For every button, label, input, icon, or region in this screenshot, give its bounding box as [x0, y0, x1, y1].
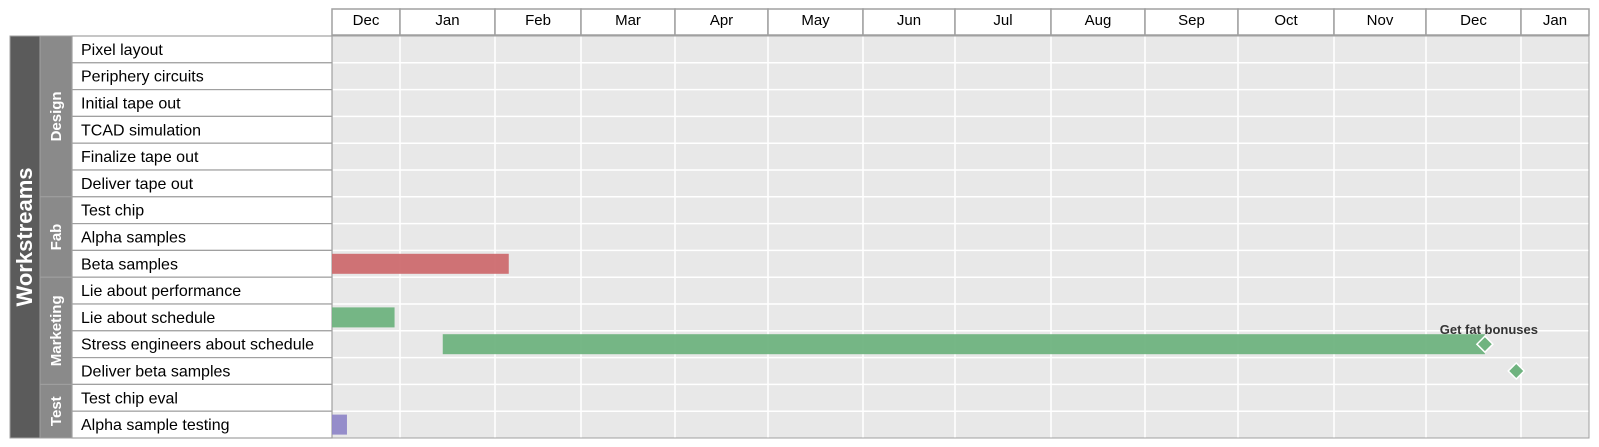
month-header-cell	[1425, 8, 1522, 36]
bar-stress-engineers-about-schedule	[442, 334, 1485, 355]
month-header-cell	[494, 8, 582, 36]
task-label-column: Workstreams Design Pixel layout Periphery c…	[9, 35, 333, 439]
month-label: Oct	[1274, 12, 1298, 29]
month-label: May	[801, 12, 830, 29]
bar-beta-samples	[332, 253, 509, 274]
milestone-deliver-beta-samples	[1507, 361, 1526, 381]
task-label-periphery-circuits: Periphery circuits	[81, 69, 204, 86]
bar-lie-about-schedule	[332, 307, 395, 328]
plot-area	[331, 35, 1590, 439]
task-label-cell	[71, 35, 333, 64]
plot-background	[332, 36, 1589, 438]
task-label-beta-samples: Beta samples	[81, 256, 178, 273]
month-label: Dec	[1460, 12, 1487, 29]
task-label-stress-engineers-about-schedule: Stress engineers about schedule	[81, 337, 314, 354]
group-band-test	[39, 383, 73, 439]
y-axis-label: Workstreams	[12, 168, 37, 307]
group-label-fab: Fab	[48, 224, 65, 251]
month-header-cell	[331, 8, 401, 36]
milestone-label: Get fat bonuses	[1440, 322, 1538, 337]
month-label: Dec	[353, 12, 380, 29]
group-band-fab	[39, 196, 73, 278]
month-header-cell	[862, 8, 956, 36]
group-label-design: Design	[48, 91, 65, 141]
month-header: Dec Jan Feb Mar Apr May Jun Jul Aug Sep Oct Nov Dec J…	[331, 8, 1590, 36]
task-label-cell	[71, 410, 333, 439]
task-label-test-chip-eval: Test chip eval	[81, 390, 178, 407]
task-label-cell	[71, 62, 333, 91]
task-label-lie-about-schedule: Lie about schedule	[81, 310, 215, 327]
group-band-design	[39, 35, 73, 198]
month-header-cell	[399, 8, 496, 36]
task-label-alpha-sample-testing: Alpha sample testing	[81, 417, 230, 434]
month-header-cell	[1144, 8, 1239, 36]
group-label-test: Test	[48, 396, 65, 426]
gantt-bars: Get fat bonuses	[332, 253, 1538, 435]
task-label-cell	[71, 115, 333, 144]
month-label: Nov	[1367, 12, 1394, 29]
month-header-cell	[1050, 8, 1146, 36]
task-label-cell	[71, 383, 333, 412]
task-label-cell	[71, 223, 333, 252]
month-label: Jun	[897, 12, 921, 29]
task-label-tcad-simulation: TCAD simulation	[81, 122, 201, 139]
month-label: Sep	[1178, 12, 1205, 29]
workstreams-band	[9, 35, 41, 439]
month-header-cell	[1237, 8, 1335, 36]
month-label: Jul	[993, 12, 1012, 29]
task-label-test-chip: Test chip	[81, 203, 144, 220]
month-header-cell	[954, 8, 1052, 36]
month-label: Jan	[1543, 12, 1567, 29]
month-header-cell	[1520, 8, 1590, 36]
task-label-deliver-tape-out: Deliver tape out	[81, 176, 194, 193]
task-label-alpha-samples: Alpha samples	[81, 230, 186, 247]
group-label-marketing: Marketing	[48, 295, 65, 366]
bar-alpha-sample-testing	[332, 414, 347, 435]
task-label-cell	[71, 357, 333, 386]
month-label: Mar	[615, 12, 641, 29]
month-label: Apr	[710, 12, 733, 29]
task-label-deliver-beta-samples: Deliver beta samples	[81, 364, 230, 381]
task-label-cell	[71, 196, 333, 225]
month-label: Feb	[525, 12, 551, 29]
month-label: Jan	[435, 12, 459, 29]
month-header-cell	[674, 8, 769, 36]
task-label-initial-tape-out: Initial tape out	[81, 96, 181, 113]
month-header-cell	[1333, 8, 1427, 36]
task-label-lie-about-performance: Lie about performance	[81, 283, 241, 300]
month-label: Aug	[1085, 12, 1112, 29]
task-label-pixel-layout: Pixel layout	[81, 42, 163, 59]
milestone-stress-engineers-about-schedule	[1475, 335, 1494, 354]
task-label-finalize-tape-out: Finalize tape out	[81, 149, 199, 166]
task-label-cell	[71, 88, 333, 117]
